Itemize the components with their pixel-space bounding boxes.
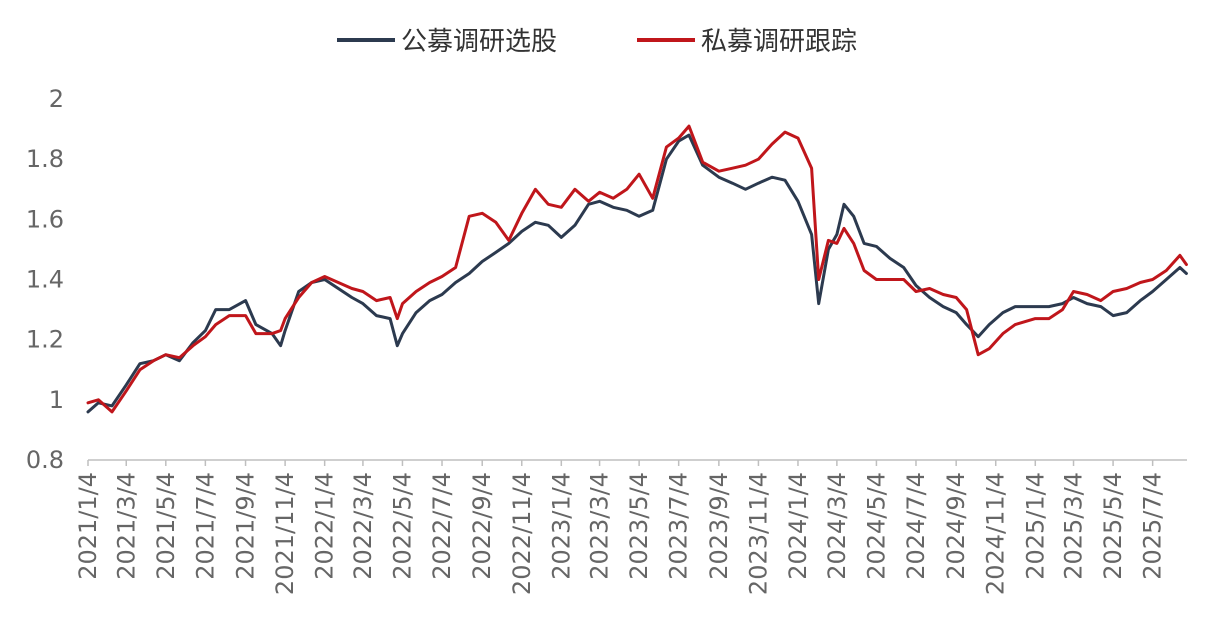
x-tick-label: 2021/3/4 [112,472,140,580]
y-tick-label: 1.4 [26,266,64,294]
x-tick-label: 2021/5/4 [152,472,180,580]
x-tick-label: 2024/1/4 [784,472,812,580]
x-tick-label: 2021/1/4 [74,472,102,580]
x-tick-label: 2022/3/4 [349,472,377,580]
x-tick-label: 2023/3/4 [586,472,614,580]
y-tick-label: 1.2 [26,326,64,354]
x-tick-label: 2025/1/4 [1021,472,1049,580]
x-tick-label: 2024/11/4 [982,472,1010,595]
legend-label-gongmu: 公募调研选股 [401,27,557,57]
x-tick-label: 2025/7/4 [1139,472,1167,580]
x-tick-label: 2024/9/4 [942,472,970,580]
series-layer [86,124,1188,414]
x-tick-label: 2022/5/4 [388,472,416,580]
x-tick-label: 2024/3/4 [823,472,851,580]
x-tick-label: 2023/5/4 [625,472,653,580]
x-tick-label: 2022/1/4 [311,472,339,580]
x-tick-label: 2024/5/4 [862,472,890,580]
y-tick-label: 1 [49,386,64,414]
legend-label-simu: 私募调研跟踪 [701,27,857,57]
y-tick-label: 1.6 [26,205,64,233]
x-tick-label: 2023/9/4 [705,472,733,580]
legend-item-gongmu: 公募调研选股 [337,27,557,57]
x-tick-label: 2025/5/4 [1099,472,1127,580]
y-axis: 0.8 1 1.2 1.4 1.6 1.8 2 [26,85,64,474]
x-tick-label: 2022/9/4 [468,472,496,580]
series-line-gongmu [86,133,1188,414]
x-tick-label: 2025/3/4 [1060,472,1088,580]
y-tick-label: 0.8 [26,446,64,474]
x-tick-label: 2022/11/4 [508,472,536,595]
x-tick-label: 2023/1/4 [547,472,575,580]
legend: 公募调研选股 私募调研跟踪 [337,27,857,57]
x-tick-label: 2023/11/4 [744,472,772,595]
x-tick-label: 2024/7/4 [902,472,930,580]
legend-item-simu: 私募调研跟踪 [637,27,857,57]
x-tick-label: 2021/11/4 [271,472,299,595]
y-tick-label: 2 [49,85,64,113]
x-tick-label: 2021/7/4 [191,472,219,580]
y-tick-label: 1.8 [26,145,64,173]
x-tick-label: 2023/7/4 [665,472,693,580]
x-axis: 2021/1/4 2021/3/4 2021/5/4 2021/7/4 2021/9/4… [74,459,1187,595]
series-line-simu [86,124,1188,414]
x-tick-label: 2021/9/4 [232,472,260,580]
x-tick-label: 2022/7/4 [428,472,456,580]
